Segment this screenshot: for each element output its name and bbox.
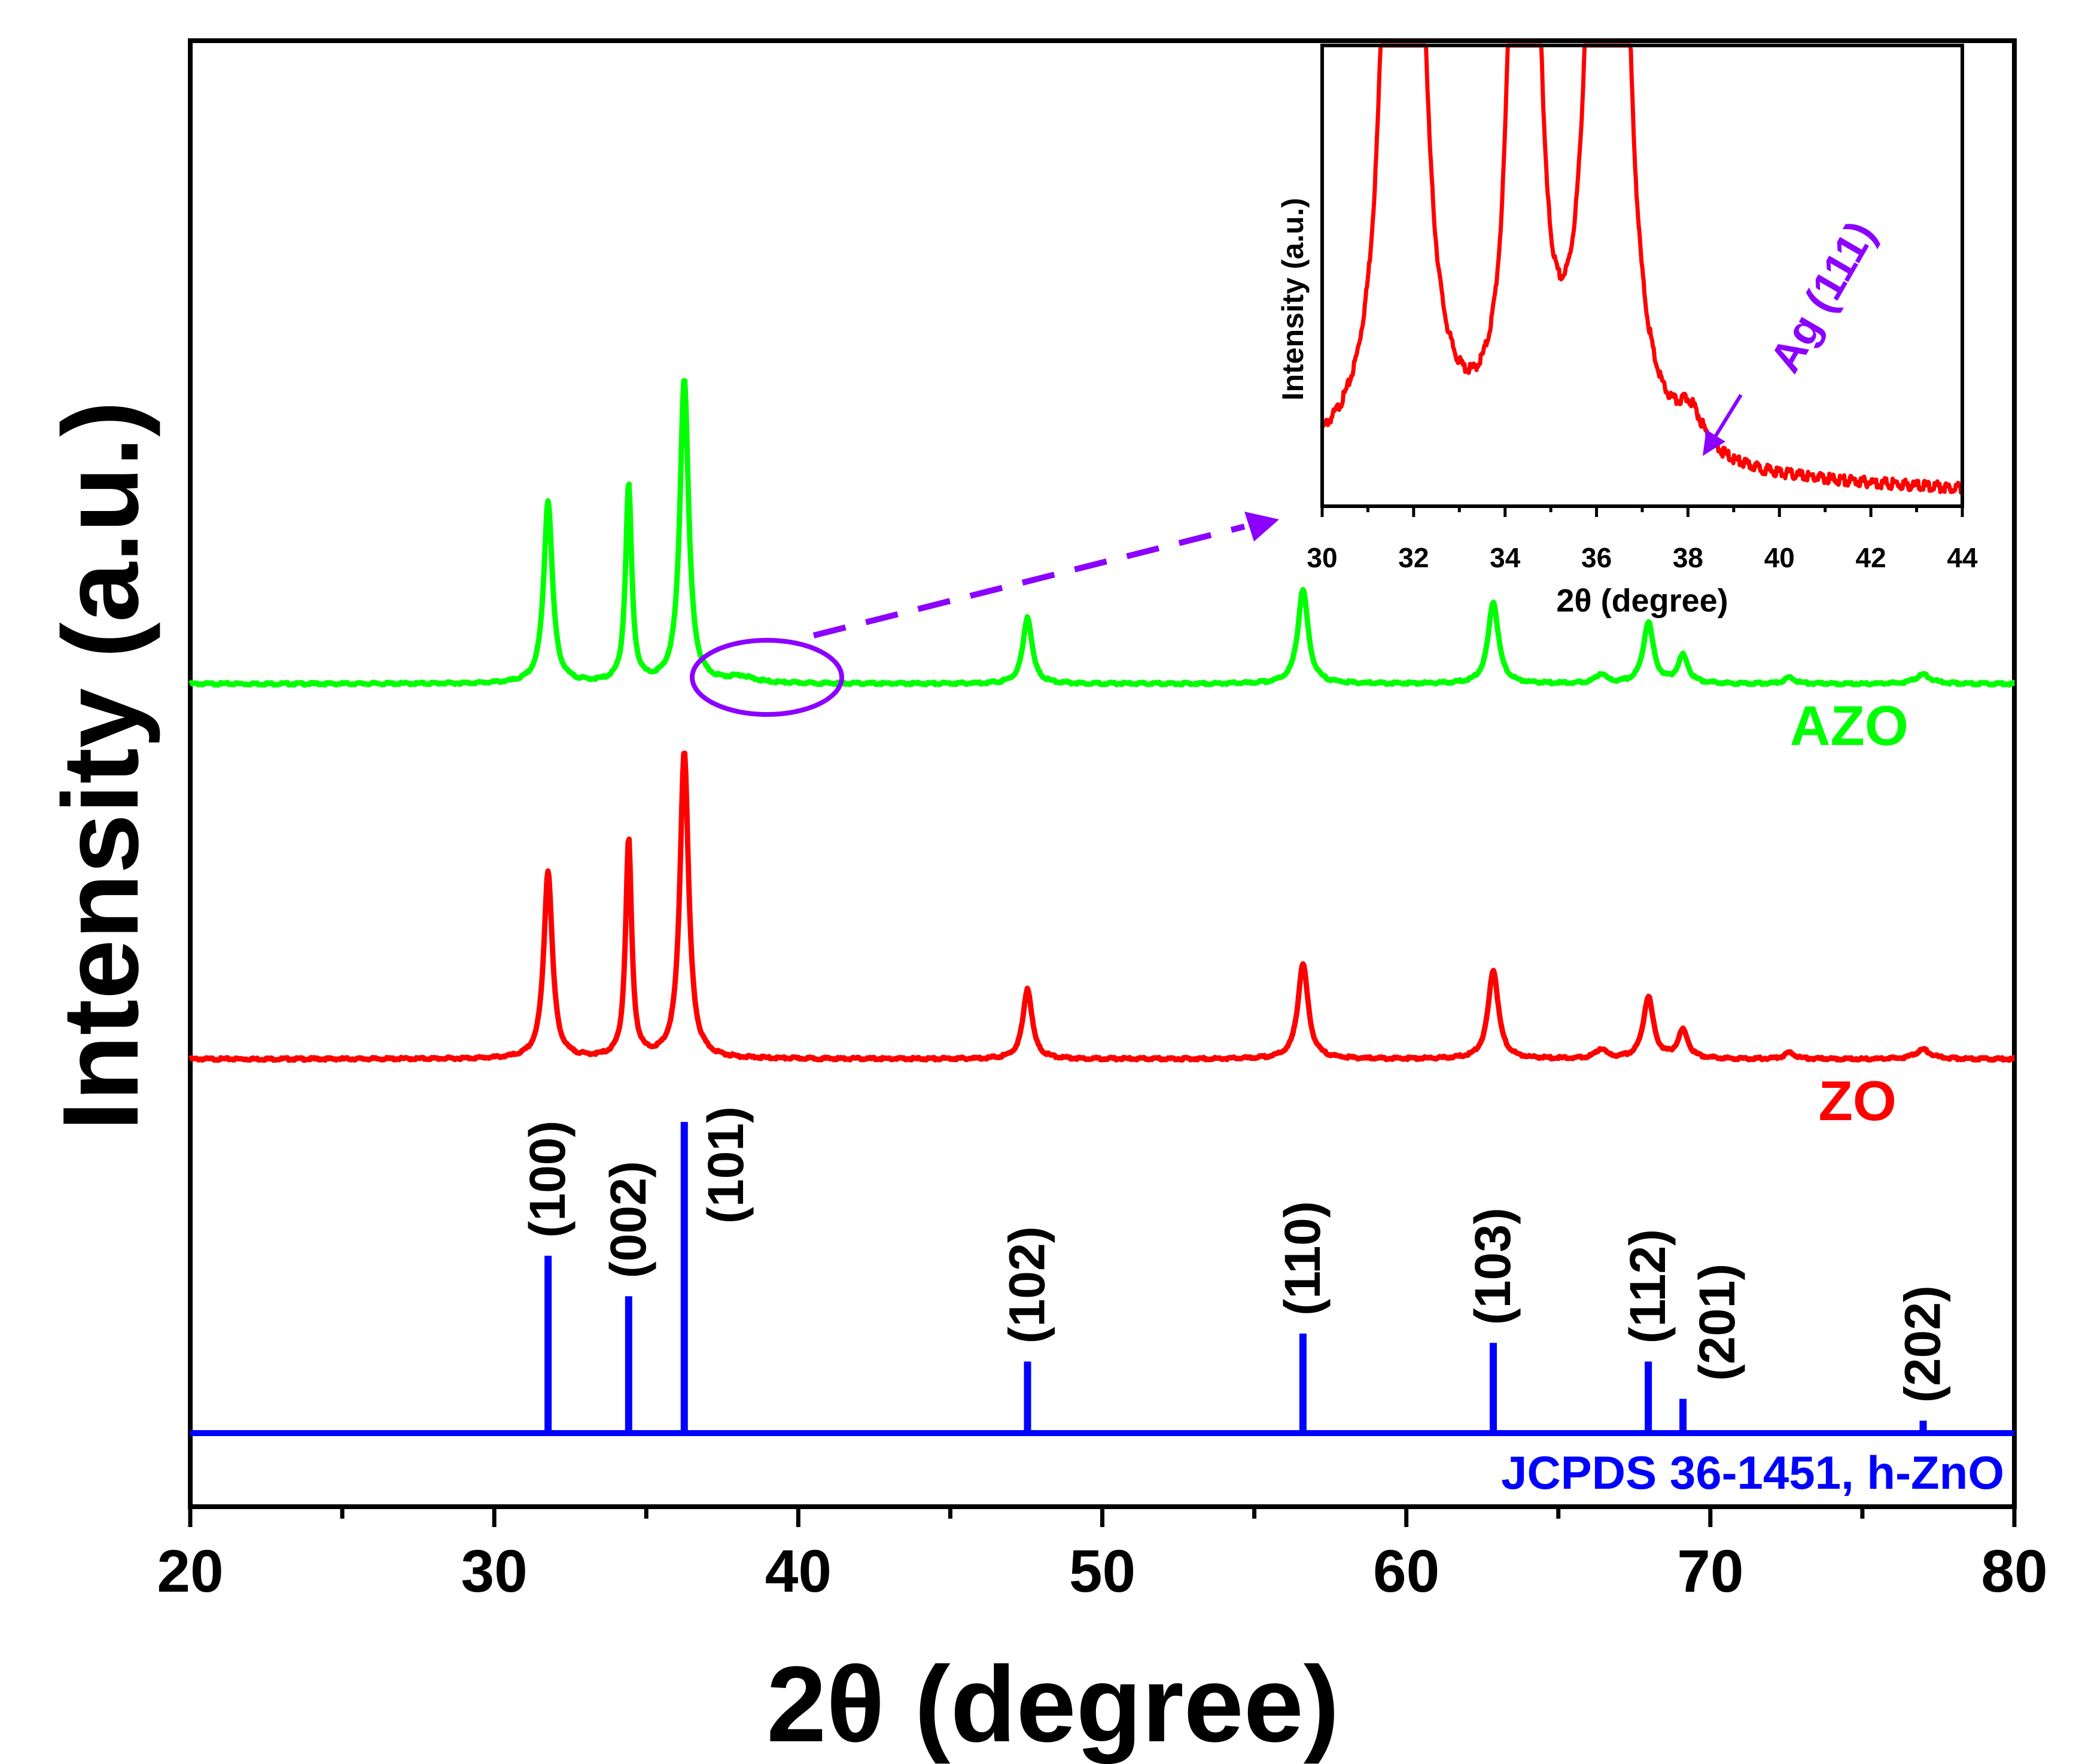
zoom-arrow-head — [1244, 512, 1279, 542]
reference-hkl-label: (102) — [999, 1226, 1055, 1343]
inset-x-tick-label: 42 — [1856, 542, 1886, 573]
main-x-axis-label: 2θ (degree) — [766, 1644, 1340, 1764]
inset-series-line — [1320, 43, 1965, 495]
reference-hkl-label: (103) — [1465, 1208, 1521, 1325]
inset-x-tick-label: 36 — [1581, 542, 1612, 573]
reference-hkl-labels: (100) (002) (101) (102) (110) (103) (112) (201)… — [519, 1106, 1950, 1403]
main-x-tick-label: 80 — [1981, 1538, 2047, 1605]
reference-sticks — [190, 1122, 2014, 1436]
inset-x-tick-label: 30 — [1307, 542, 1337, 573]
main-x-tick-label: 30 — [461, 1538, 528, 1605]
inset-x-tick-labels: 30 32 34 36 38 40 42 44 — [1307, 542, 1978, 573]
main-x-tick-label: 60 — [1373, 1538, 1439, 1605]
inset-x-tick-label: 40 — [1764, 542, 1795, 573]
zoom-arrow-line — [812, 524, 1246, 638]
inset-x-tick-label: 38 — [1673, 542, 1703, 573]
main-x-tick-label: 20 — [157, 1538, 223, 1605]
inset-x-ticks — [1320, 506, 1964, 517]
series-label-azo: AZO — [1790, 694, 1908, 757]
main-x-tick-labels: 20 30 40 50 60 70 80 — [157, 1538, 2047, 1605]
reference-hkl-label: (201) — [1689, 1264, 1745, 1381]
inset-x-tick-label: 34 — [1490, 542, 1521, 573]
inset-peak-arrow-head — [1703, 430, 1725, 456]
inset-x-tick-label: 44 — [1947, 542, 1978, 573]
reference-hkl-label: (100) — [519, 1120, 576, 1237]
main-x-tick-label: 40 — [765, 1538, 832, 1605]
main-x-tick-label: 50 — [1069, 1538, 1136, 1605]
series-label-zo: ZO — [1818, 1069, 1897, 1132]
inset-x-axis-label: 2θ (degree) — [1556, 583, 1728, 619]
series-line-azo — [188, 378, 2016, 688]
highlight-ellipse — [690, 638, 844, 717]
inset-y-axis-label: Intensity (a.u.) — [1276, 198, 1310, 401]
reference-hkl-label: (202) — [1895, 1285, 1951, 1403]
main-x-tick-label: 70 — [1677, 1538, 1743, 1605]
reference-hkl-label: (110) — [1274, 1201, 1331, 1315]
reference-hkl-label: (002) — [600, 1161, 656, 1278]
main-y-axis-label: Intensity (a.u.) — [41, 401, 161, 1131]
main-x-ticks — [188, 1507, 2017, 1527]
reference-hkl-label: (101) — [698, 1106, 754, 1224]
reference-hkl-label: (112) — [1620, 1229, 1676, 1343]
series-line-zo — [188, 750, 2016, 1063]
reference-label: JCPDS 36-1451, h-ZnO — [1501, 1446, 2004, 1499]
inset-peak-arrow-line — [1714, 394, 1743, 437]
inset-x-tick-label: 32 — [1398, 542, 1429, 573]
